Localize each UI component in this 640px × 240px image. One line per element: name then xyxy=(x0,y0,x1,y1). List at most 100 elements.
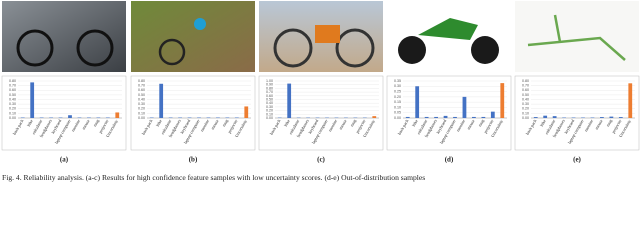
x-tick-label: mouse xyxy=(594,118,604,130)
y-tick-label: 0.50 xyxy=(266,97,273,101)
y-tick-label: 0.10 xyxy=(394,105,401,109)
panel-label: (d) xyxy=(445,156,454,164)
bar xyxy=(628,83,633,118)
photo-shape xyxy=(315,25,340,43)
y-tick-label: 0.20 xyxy=(138,107,145,111)
x-tick-label: monitor xyxy=(70,118,81,133)
bar xyxy=(115,112,120,118)
bar xyxy=(462,96,467,118)
y-tick-label: 1.00 xyxy=(266,79,273,83)
y-tick-label: 0.70 xyxy=(9,84,16,88)
x-tick-label: mouse xyxy=(210,118,220,130)
x-tick-label: monitor xyxy=(455,118,466,133)
y-tick-label: 0.70 xyxy=(138,84,145,88)
y-tick-label: 0.25 xyxy=(394,90,401,94)
y-tick-label: 0.00 xyxy=(522,116,529,120)
chart-frame xyxy=(514,75,640,151)
chart-frame xyxy=(130,75,256,151)
y-tick-label: 0.30 xyxy=(522,102,529,106)
bar xyxy=(490,111,495,118)
x-tick-label: mouse xyxy=(81,118,91,130)
y-tick-label: 0.00 xyxy=(394,116,401,120)
panel-label: (e) xyxy=(573,156,581,164)
y-tick-label: 0.20 xyxy=(9,107,16,111)
x-tick-label: mug xyxy=(605,118,614,128)
y-tick-label: 0.15 xyxy=(394,100,401,104)
bar xyxy=(609,116,614,118)
x-tick-label: mug xyxy=(477,118,486,128)
photo-shape xyxy=(527,14,626,61)
y-tick-label: 0.70 xyxy=(522,84,529,88)
chart-frame xyxy=(1,75,127,151)
y-tick-label: 0.40 xyxy=(266,101,273,105)
chart: 0.000.100.200.300.400.500.600.700.80back… xyxy=(514,75,640,164)
y-tick-label: 0.20 xyxy=(266,109,273,113)
x-tick-label: monitor xyxy=(583,118,594,133)
y-tick-label: 0.10 xyxy=(266,112,273,116)
y-tick-label: 0.30 xyxy=(394,84,401,88)
bar xyxy=(618,117,623,118)
bar xyxy=(453,116,457,118)
caption: Fig. 4. Reliability analysis. (a-c) Resu… xyxy=(2,173,425,182)
bar xyxy=(30,82,35,118)
bar xyxy=(552,116,557,118)
photo-shape xyxy=(16,29,54,67)
y-tick-label: 0.10 xyxy=(9,111,16,115)
y-tick-label: 0.60 xyxy=(138,88,145,92)
chart: 0.000.100.200.300.400.500.600.700.80back… xyxy=(130,75,256,164)
bar xyxy=(481,116,486,118)
y-tick-label: 0.70 xyxy=(266,90,273,94)
y-tick-label: 0.30 xyxy=(9,102,16,106)
x-tick-label: mouse xyxy=(466,118,476,130)
bar xyxy=(434,116,438,118)
y-tick-label: 0.60 xyxy=(266,94,273,98)
photo-shape xyxy=(158,38,186,66)
x-tick-label: mug xyxy=(92,118,101,128)
bar xyxy=(500,83,505,118)
x-tick-label: bike xyxy=(26,118,34,127)
chart-frame xyxy=(386,75,512,151)
photo-shape xyxy=(398,36,426,64)
figure: Fig. 4. Reliability analysis. (a-c) Resu… xyxy=(1,1,640,182)
photo-shape xyxy=(335,28,375,68)
bar xyxy=(415,86,420,118)
x-tick-label: bike xyxy=(283,118,291,127)
bar xyxy=(372,116,377,118)
panel-label: (c) xyxy=(317,156,325,164)
y-tick-label: 0.30 xyxy=(266,105,273,109)
bar xyxy=(424,116,429,118)
x-tick-label: mouse xyxy=(338,118,348,130)
y-tick-label: 0.40 xyxy=(522,97,529,101)
bar xyxy=(68,115,72,118)
y-tick-label: 0.60 xyxy=(9,88,16,92)
photo-shape xyxy=(418,18,478,40)
x-tick-label: bike xyxy=(155,118,163,127)
y-tick-label: 0.35 xyxy=(394,79,401,83)
chart-frame xyxy=(258,75,384,151)
y-tick-label: 0.20 xyxy=(522,107,529,111)
x-tick-label: bike xyxy=(411,118,419,127)
x-tick-label: mug xyxy=(221,118,230,128)
y-tick-label: 0.10 xyxy=(138,111,145,115)
bar xyxy=(244,106,249,118)
y-tick-label: 0.00 xyxy=(266,116,273,120)
photo-shape xyxy=(194,18,206,30)
y-tick-label: 0.50 xyxy=(9,93,16,97)
y-tick-label: 0.40 xyxy=(9,97,16,101)
photo xyxy=(515,1,639,72)
bar xyxy=(159,83,164,118)
y-tick-label: 0.50 xyxy=(522,93,529,97)
y-tick-label: 0.90 xyxy=(266,83,273,87)
y-tick-label: 0.40 xyxy=(138,97,145,101)
y-tick-label: 0.05 xyxy=(394,111,401,115)
y-tick-label: 0.20 xyxy=(394,95,401,99)
photo-shape xyxy=(273,28,313,68)
panel-label: (a) xyxy=(60,156,69,164)
photo xyxy=(131,1,255,72)
x-tick-label: monitor xyxy=(327,118,338,133)
bar xyxy=(533,117,538,118)
y-tick-label: 0.10 xyxy=(522,111,529,115)
bar xyxy=(405,116,410,118)
y-tick-label: 0.50 xyxy=(138,93,145,97)
chart: 0.000.100.200.300.400.500.600.700.80back… xyxy=(1,75,127,164)
